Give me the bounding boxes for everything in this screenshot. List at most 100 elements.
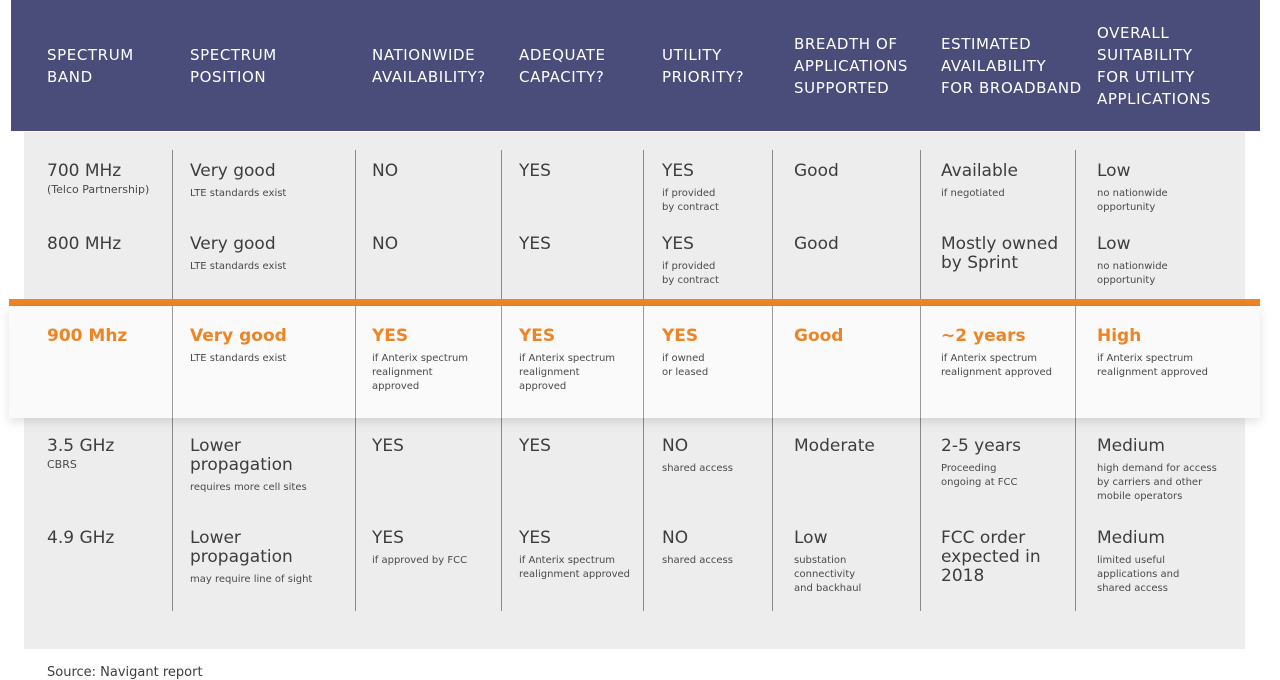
cell-value: YES <box>519 528 551 548</box>
column-divider <box>355 306 356 418</box>
column-header-1: SPECTRUM BAND <box>47 0 134 131</box>
cell-value: NO <box>372 161 399 181</box>
table-cell: 700 MHz (Telco Partnership) <box>47 162 149 197</box>
table-cell: 900 Mhz <box>47 327 127 346</box>
cell-value: Very good <box>190 326 287 346</box>
cell-note: no nationwide opportunity <box>1097 188 1168 213</box>
cell-value: High <box>1097 326 1142 346</box>
cell-value: YES <box>372 528 404 548</box>
table-cell: NO shared access <box>662 529 733 568</box>
column-header-label: OVERALL SUITABILITY FOR UTILITY APPLICAT… <box>1097 23 1212 108</box>
source-note: Source: Navigant report <box>47 665 203 680</box>
column-header-label: BREADTH OF APPLICATIONS SUPPORTED <box>794 34 909 97</box>
table-cell: YES if owned or leased <box>662 327 708 380</box>
column-divider <box>501 306 502 418</box>
table-cell: Very good LTE standards exist <box>190 162 286 201</box>
column-header-label: NATIONWIDE AVAILABILITY? <box>372 45 486 86</box>
column-divider <box>920 150 921 299</box>
cell-note: no nationwide opportunity <box>1097 261 1168 286</box>
cell-value: Good <box>794 326 844 346</box>
cell-value: NO <box>372 234 399 254</box>
table-cell: YES if Anterix spectrum realignment appro… <box>372 327 468 394</box>
column-divider <box>643 418 644 611</box>
cell-value: YES <box>519 234 551 254</box>
cell-value: 2-5 years <box>941 436 1021 456</box>
cell-value: NO <box>662 436 689 456</box>
table-cell: Lower propagation requires more cell site… <box>190 437 307 495</box>
cell-note: CBRS <box>47 458 77 471</box>
table-cell: 2-5 years Proceeding ongoing at FCC <box>941 437 1021 490</box>
table-cell: Mostly owned by Sprint <box>941 235 1058 273</box>
table-header <box>11 0 1260 131</box>
cell-note: requires more cell sites <box>190 482 307 493</box>
table-cell: YES if provided by contract <box>662 162 719 215</box>
column-header-8: OVERALL SUITABILITY FOR UTILITY APPLICAT… <box>1097 0 1211 131</box>
column-divider <box>172 418 173 611</box>
cell-value: 800 MHz <box>47 234 122 254</box>
cell-value: 700 MHz <box>47 161 122 181</box>
table-cell: NO <box>372 162 398 181</box>
cell-value: Low <box>794 528 828 548</box>
column-header-label: ADEQUATE CAPACITY? <box>519 45 606 86</box>
cell-value: Medium <box>1097 436 1165 456</box>
cell-value: Moderate <box>794 436 875 456</box>
cell-note: high demand for access by carriers and o… <box>1097 463 1217 502</box>
cell-value: YES <box>662 326 699 346</box>
cell-value: YES <box>662 234 694 254</box>
cell-note: LTE standards exist <box>190 353 287 364</box>
cell-note: if provided by contract <box>662 188 719 213</box>
table-cell: YES <box>519 437 551 456</box>
table-cell: Low no nationwide opportunity <box>1097 162 1168 215</box>
table-cell: High if Anterix spectrum realignment appr… <box>1097 327 1208 380</box>
cell-value: Lower propagation <box>190 436 293 475</box>
column-divider <box>501 150 502 299</box>
column-divider <box>772 306 773 418</box>
table-cell: YES if Anterix spectrum realignment appro… <box>519 529 630 582</box>
cell-value: Good <box>794 161 839 181</box>
column-header-6: BREADTH OF APPLICATIONS SUPPORTED <box>794 0 908 131</box>
cell-note: if owned or leased <box>662 353 709 378</box>
cell-note: LTE standards exist <box>190 188 287 199</box>
highlight-row-bg <box>9 306 1260 418</box>
cell-note: if provided by contract <box>662 261 719 286</box>
column-divider <box>643 150 644 299</box>
cell-value: NO <box>662 528 689 548</box>
cell-note: if Anterix spectrum realignment approved <box>1097 353 1208 378</box>
cell-value: YES <box>372 326 409 346</box>
column-header-3: NATIONWIDE AVAILABILITY? <box>372 0 486 131</box>
cell-value: Lower propagation <box>190 528 293 567</box>
table-cell: YES <box>372 437 404 456</box>
column-divider <box>1075 306 1076 418</box>
cell-value: YES <box>519 161 551 181</box>
column-divider <box>920 306 921 418</box>
cell-note: if Anterix spectrum realignment approved <box>519 353 616 392</box>
table-cell: Available if negotiated <box>941 162 1018 201</box>
cell-note: if negotiated <box>941 188 1005 199</box>
cell-value: YES <box>372 436 404 456</box>
table-cell: NO shared access <box>662 437 733 476</box>
table-cell: Very good LTE standards exist <box>190 327 287 366</box>
cell-value: YES <box>519 326 556 346</box>
table-cell: 800 MHz <box>47 235 121 254</box>
cell-note: Proceeding ongoing at FCC <box>941 463 1018 488</box>
cell-note: if Anterix spectrum realignment approved <box>519 555 630 580</box>
table-cell: YES <box>519 162 551 181</box>
table-cell: ~2 years if Anterix spectrum realignment … <box>941 327 1052 380</box>
cell-value: Medium <box>1097 528 1165 548</box>
column-header-label: ESTIMATED AVAILABILITY FOR BROADBAND <box>941 34 1082 97</box>
column-header-4: ADEQUATE CAPACITY? <box>519 0 606 131</box>
column-divider <box>772 150 773 299</box>
cell-note: (Telco Partnership) <box>47 183 150 196</box>
cell-value: YES <box>662 161 694 181</box>
cell-note: substation connectivity and backhaul <box>794 555 862 594</box>
cell-note: LTE standards exist <box>190 261 287 272</box>
column-header-label: SPECTRUM BAND <box>47 45 134 86</box>
column-divider <box>772 418 773 611</box>
column-header-5: UTILITY PRIORITY? <box>662 0 744 131</box>
cell-value: 900 Mhz <box>47 326 128 346</box>
cell-value: Good <box>794 234 839 254</box>
cell-note: shared access <box>662 555 733 566</box>
cell-value: Mostly owned by Sprint <box>941 234 1059 273</box>
column-divider <box>501 418 502 611</box>
column-header-label: UTILITY PRIORITY? <box>662 45 745 86</box>
